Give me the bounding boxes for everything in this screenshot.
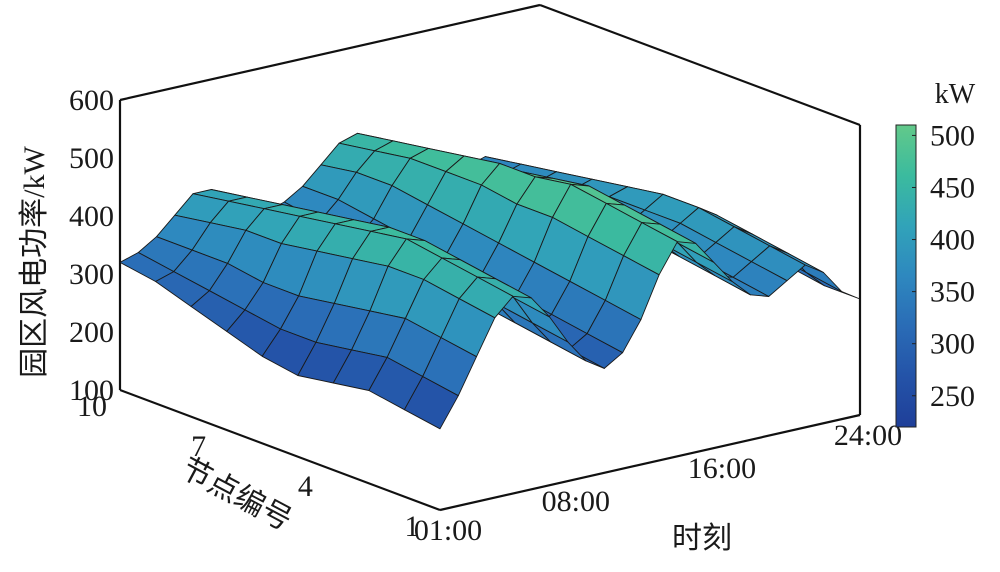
colorbar-gradient [895,124,917,428]
time-tick-label: 24:00 [834,419,902,452]
z-tick-label: 200 [69,316,114,349]
node-axis-label: 节点编号 [176,452,297,537]
colorbar-unit: kW [935,79,976,110]
frame-edge-top-right [539,3,861,127]
colorbar-tick-label: 300 [930,328,975,361]
time-tick-label: 01:00 [414,514,482,547]
node-tick-label: 4 [298,470,313,503]
z-axis-label: 园区风电功率/kW [18,145,51,377]
bounding-box-frame [118,3,862,512]
time-tick-label: 08:00 [542,485,610,518]
colorbar-tick-label: 400 [930,224,975,257]
frame-edge-time-axis [439,413,861,512]
z-tick-label: 100 [69,374,114,407]
frame-edge-node-axis [119,388,441,512]
colorbar-tick-label: 500 [930,119,975,152]
colorbar-ticks: 250 300 350 400 450 500 [912,119,975,413]
node-tick-label: 10 [77,390,107,423]
z-tick-label: 400 [69,200,114,233]
z-tick-label: 500 [69,142,114,175]
node-tick-label: 1 [405,510,420,543]
colorbar: kW 250 300 350 400 450 500 [895,79,976,428]
colorbar-tick-label: 250 [930,380,975,413]
z-axis-ticks: 100 200 300 400 500 600 [69,84,114,407]
z-tick-label: 300 [69,258,114,291]
time-tick-label: 16:00 [688,452,756,485]
z-tick-label: 600 [69,84,114,117]
colorbar-tick-label: 450 [930,171,975,204]
time-axis-label: 时刻 [672,522,732,555]
frame-edge-top-back [119,3,541,102]
colorbar-tick-label: 350 [930,276,975,309]
time-axis-ticks: 01:00 08:00 16:00 24:00 [414,419,902,547]
surface-mesh [119,132,861,430]
node-axis-ticks: 1 4 7 10 [77,390,420,543]
node-tick-label: 7 [191,430,206,463]
surface-patch [403,376,459,430]
